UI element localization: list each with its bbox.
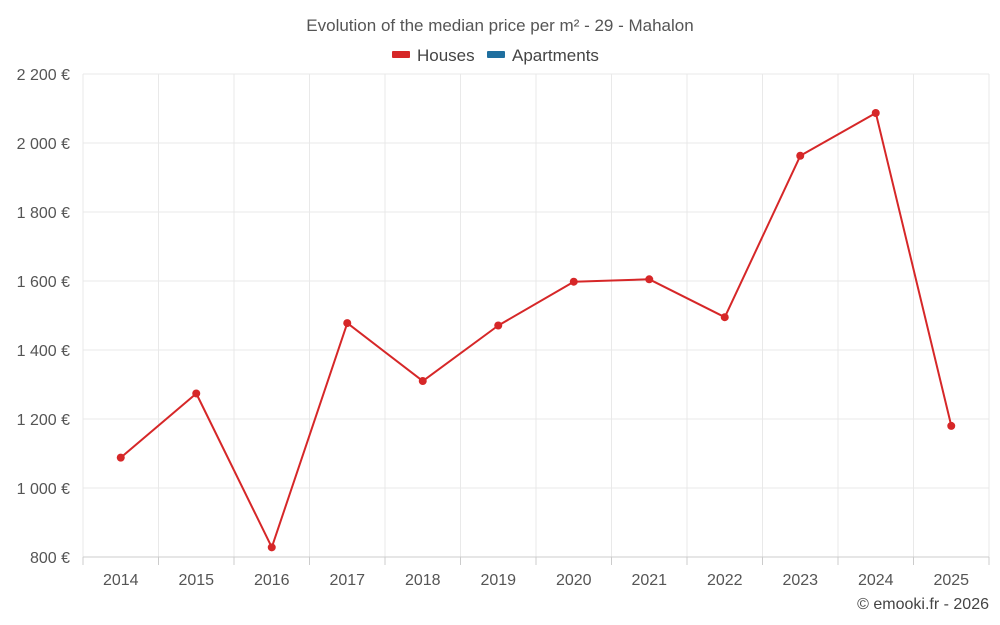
x-tick-label: 2018 — [405, 572, 441, 589]
y-tick-label: 800 € — [30, 550, 70, 567]
data-point-houses[interactable] — [645, 275, 654, 284]
x-tick-label: 2025 — [933, 572, 969, 589]
data-point-houses[interactable] — [494, 321, 503, 330]
y-tick-label: 1 800 € — [17, 205, 70, 222]
axes — [82, 556, 990, 565]
x-tick-label: 2024 — [858, 572, 894, 589]
x-tick-label: 2015 — [178, 572, 214, 589]
x-tick-label: 2022 — [707, 572, 743, 589]
credit-text: © emooki.fr - 2026 — [857, 596, 989, 613]
data-point-houses[interactable] — [418, 377, 427, 386]
data-point-houses[interactable] — [947, 421, 956, 430]
series — [116, 108, 956, 552]
x-tick-label: 2014 — [103, 572, 139, 589]
data-point-houses[interactable] — [192, 389, 201, 398]
x-tick-label: 2020 — [556, 572, 592, 589]
data-point-houses[interactable] — [569, 277, 578, 286]
legend: Houses Apartments — [392, 46, 599, 65]
y-axis-ticks: 800 € 1 000 € 1 200 € 1 400 € 1 600 € 1 800 €… — [17, 67, 70, 567]
x-tick-label: 2017 — [329, 572, 365, 589]
data-point-houses[interactable] — [116, 453, 125, 462]
y-tick-label: 1 600 € — [17, 274, 70, 291]
series-line-houses — [120, 112, 953, 549]
legend-swatch-apartments[interactable] — [487, 51, 505, 58]
data-point-houses[interactable] — [267, 543, 276, 552]
data-point-houses[interactable] — [871, 108, 880, 117]
legend-label-apartments[interactable]: Apartments — [512, 46, 599, 65]
y-tick-label: 2 000 € — [17, 136, 70, 153]
y-tick-label: 2 200 € — [17, 67, 70, 84]
grid — [82, 73, 990, 557]
y-tick-label: 1 400 € — [17, 343, 70, 360]
x-tick-label: 2023 — [782, 572, 818, 589]
data-point-houses[interactable] — [343, 319, 352, 328]
x-tick-label: 2019 — [480, 572, 516, 589]
data-point-houses[interactable] — [796, 151, 805, 160]
x-tick-label: 2016 — [254, 572, 290, 589]
chart-title: Evolution of the median price per m² - 2… — [306, 16, 693, 35]
y-tick-label: 1 200 € — [17, 412, 70, 429]
legend-label-houses[interactable]: Houses — [417, 46, 475, 65]
data-point-houses[interactable] — [720, 313, 729, 322]
x-tick-label: 2021 — [631, 572, 667, 589]
legend-swatch-houses[interactable] — [392, 51, 410, 58]
x-axis-ticks: 2014 2015 2016 2017 2018 2019 2020 2021 2022 2023… — [103, 572, 969, 589]
y-tick-label: 1 000 € — [17, 481, 70, 498]
